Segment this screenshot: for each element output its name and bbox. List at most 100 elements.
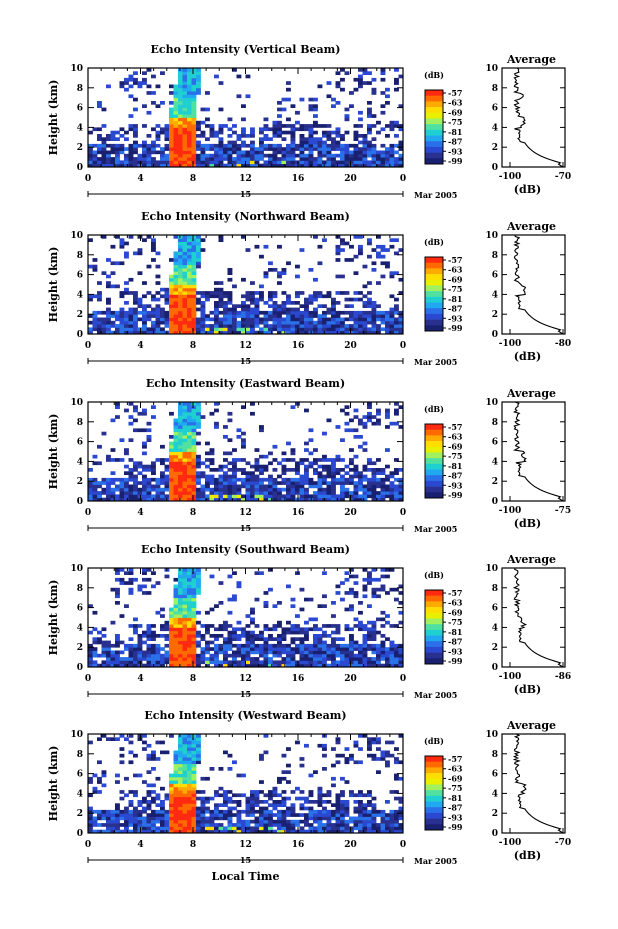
heatmap-cell xyxy=(376,647,381,651)
heatmap-cell xyxy=(286,150,291,155)
colorbar-frame xyxy=(424,256,444,332)
heatmap-cell xyxy=(304,474,309,479)
heatmap-cell xyxy=(200,130,206,135)
heatmap-cell xyxy=(398,497,404,502)
heatmap-cell xyxy=(178,428,183,433)
heatmap-cell xyxy=(353,660,359,665)
heatmap-cell xyxy=(335,244,341,249)
colorbar-swatch xyxy=(425,262,443,269)
heatmap-cell xyxy=(169,773,174,778)
heatmap-cell xyxy=(227,143,233,148)
heatmap-cell xyxy=(187,653,192,658)
heatmap-cell xyxy=(218,643,224,648)
heatmap-cell xyxy=(164,160,170,165)
heatmap-cell xyxy=(295,147,300,151)
heatmap-cell xyxy=(362,624,368,628)
heatmap-cell xyxy=(209,574,215,579)
heatmap-cell xyxy=(398,425,404,429)
heatmap-cell xyxy=(340,803,345,807)
colorbar-tick-label: -93 xyxy=(448,480,463,490)
heatmap-cell xyxy=(263,809,269,814)
heatmap-cell xyxy=(173,258,179,262)
heatmap-cell xyxy=(92,143,98,148)
heatmap-cell xyxy=(263,491,269,495)
heatmap-cell xyxy=(263,454,269,459)
heatmap-cell xyxy=(353,330,359,335)
heatmap-cell xyxy=(344,241,350,246)
heatmap-cell xyxy=(290,624,296,628)
heatmap-cell xyxy=(142,663,147,668)
heatmap-cell xyxy=(281,464,287,469)
x-tick-label: 0 xyxy=(400,674,406,684)
heatmap-cell xyxy=(137,235,143,239)
heatmap-cell xyxy=(142,147,147,151)
heatmap-cell xyxy=(214,481,219,485)
avg-y-tick-label: 0 xyxy=(492,163,498,173)
heatmap-cell xyxy=(340,327,345,332)
heatmap-cell xyxy=(236,803,242,807)
heatmap-cell xyxy=(115,137,120,141)
heatmap-cell xyxy=(380,274,386,279)
heatmap-cell xyxy=(250,829,255,834)
heatmap-cell xyxy=(259,800,264,804)
heatmap-cell xyxy=(344,757,350,761)
heatmap-cell xyxy=(317,809,323,814)
heatmap-cell xyxy=(299,763,305,768)
heatmap-cell xyxy=(380,640,386,645)
heatmap-cell xyxy=(146,491,152,495)
date-suffix: Mar 2005 xyxy=(414,524,457,534)
heatmap-cell xyxy=(178,481,183,485)
heatmap-cell xyxy=(335,127,341,132)
heatmap-cell xyxy=(164,297,170,302)
heatmap-cell xyxy=(137,800,143,804)
heatmap-cell xyxy=(151,324,156,328)
heatmap-cell xyxy=(331,660,336,665)
heatmap-cell xyxy=(254,796,260,801)
heatmap-cell xyxy=(187,301,192,305)
heatmap-cell xyxy=(191,813,197,817)
heatmap-cell xyxy=(115,587,120,592)
heatmap-cell xyxy=(263,647,269,651)
avg-y-tick-label: 0 xyxy=(492,497,498,507)
heatmap-cell xyxy=(344,143,350,148)
heatmap-cell xyxy=(178,640,183,645)
heatmap-cell xyxy=(367,327,372,332)
heatmap-cell xyxy=(178,310,183,315)
heatmap-cell xyxy=(173,301,179,305)
heatmap-cell xyxy=(209,607,215,612)
heatmap-cell xyxy=(196,425,201,429)
heatmap-cell xyxy=(97,297,102,302)
heatmap-cell xyxy=(236,147,242,151)
heatmap-cell xyxy=(245,823,251,827)
heatmap-cell xyxy=(331,324,336,328)
heatmap-cell xyxy=(196,71,201,75)
heatmap-cell xyxy=(308,314,314,318)
heatmap-cell xyxy=(380,110,386,115)
heatmap-cell xyxy=(277,134,282,138)
heatmap-cell xyxy=(133,124,138,128)
heatmap-cell xyxy=(322,314,327,318)
heatmap-cell xyxy=(164,627,170,632)
heatmap-cell xyxy=(326,823,332,827)
heatmap-cell xyxy=(191,291,197,295)
heatmap-cell xyxy=(371,643,377,648)
heatmap-cell xyxy=(299,327,305,332)
heatmap-cell xyxy=(254,571,260,575)
heatmap-cell xyxy=(101,650,107,655)
heatmap-cell xyxy=(308,134,314,138)
heatmap-cell xyxy=(326,137,332,141)
heatmap-cell xyxy=(371,87,377,92)
heatmap-cell xyxy=(191,481,197,485)
heatmap-cell xyxy=(232,140,237,145)
heatmap-cell xyxy=(268,813,273,817)
panel-0: Echo Intensity (Vertical Beam)0 4 8 12 16 20 0… xyxy=(47,43,571,200)
panel-title: Echo Intensity (Westward Beam) xyxy=(144,709,346,722)
heatmap-cell xyxy=(241,826,246,831)
heatmap-cell xyxy=(155,264,161,269)
heatmap-cell xyxy=(313,617,318,622)
heatmap-cell xyxy=(223,481,228,485)
heatmap-cell xyxy=(236,793,242,798)
heatmap-cell xyxy=(214,816,219,821)
heatmap-cell xyxy=(331,157,336,161)
heatmap-cell xyxy=(286,819,291,824)
